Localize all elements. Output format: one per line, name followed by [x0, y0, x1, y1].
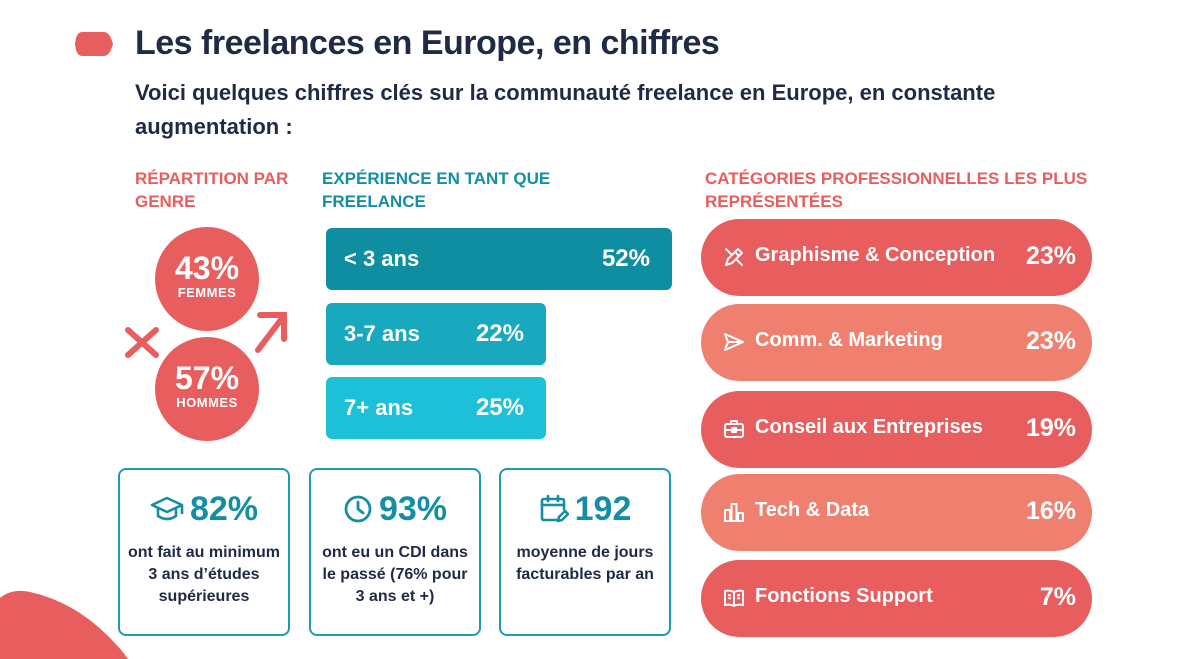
category-tech: Tech & Data 16%	[701, 474, 1092, 551]
category-value: 16%	[1025, 497, 1076, 525]
send-icon	[724, 333, 744, 351]
categories-heading: CATÉGORIES PROFESSIONNELLES LES PLUS REP…	[705, 169, 1088, 211]
experience-heading: EXPÉRIENCE EN TANT QUE FREELANCE	[322, 169, 551, 211]
hommes-label: HOMMES	[176, 395, 238, 410]
gender-symbols-icon	[125, 312, 287, 358]
stat-card-jours: 192 moyenne de jours facturables par an	[499, 468, 671, 636]
page-title: Les freelances en Europe, en chiffres	[135, 24, 720, 62]
category-label: Graphisme & Conception	[755, 244, 996, 266]
category-label: Tech & Data	[755, 499, 870, 521]
experience-bar-lt3: < 3 ans 52%	[326, 228, 672, 290]
graduation-cap-icon	[150, 496, 184, 521]
stat-value: 82%	[189, 490, 259, 528]
category-value: 23%	[1025, 242, 1076, 270]
experience-bar-label: 3-7 ans	[344, 321, 420, 346]
hommes-percent: 57%	[174, 360, 240, 396]
briefcase-icon	[724, 420, 744, 438]
experience-bar-value: 22%	[475, 320, 524, 347]
stat-card-education: 82% ont fait au minimum 3 ans d’études s…	[118, 468, 290, 636]
bar-chart-icon	[724, 503, 744, 522]
stat-description: moyenne de jours facturables par an	[516, 544, 654, 583]
experience-bar-label: 7+ ans	[344, 395, 414, 420]
book-icon	[724, 589, 744, 607]
femmes-label: FEMMES	[177, 285, 237, 300]
clock-icon	[344, 495, 372, 523]
femmes-circle: 43% FEMMES	[155, 227, 259, 331]
experience-bar-label: < 3 ans	[344, 246, 420, 271]
experience-bar-3to7: 3-7 ans 22%	[326, 303, 546, 365]
category-label: Comm. & Marketing	[755, 329, 943, 351]
experience-bar-7plus: 7+ ans 25%	[326, 377, 546, 439]
category-support: Fonctions Support 7%	[701, 560, 1092, 637]
page-subtitle: Voici quelques chiffres clés sur la comm…	[135, 80, 996, 139]
category-conseil: Conseil aux Entreprises 19%	[701, 391, 1092, 468]
title-bullet-shape	[75, 32, 113, 56]
stat-value: 192	[574, 490, 632, 528]
decorative-corner-shape	[0, 590, 128, 659]
femmes-percent: 43%	[174, 250, 240, 286]
category-label: Conseil aux Entreprises	[755, 416, 983, 438]
calendar-edit-icon	[540, 494, 569, 523]
category-label: Fonctions Support	[755, 585, 933, 607]
category-marketing: Comm. & Marketing 23%	[701, 304, 1092, 381]
hommes-circle: 57% HOMMES	[155, 337, 259, 441]
stat-description: ont eu un CDI dans le passé (76% pour 3 …	[322, 544, 468, 605]
experience-bar-value: 52%	[601, 245, 650, 272]
experience-bar-value: 25%	[475, 394, 524, 421]
stat-card-cdi: 93% ont eu un CDI dans le passé (76% pou…	[309, 468, 481, 636]
pen-tool-icon	[725, 248, 743, 266]
category-value: 23%	[1025, 327, 1076, 355]
stat-description: ont fait au minimum 3 ans d’études supér…	[128, 544, 280, 605]
stat-value: 93%	[378, 490, 448, 528]
category-value: 19%	[1025, 414, 1076, 442]
category-value: 7%	[1039, 583, 1076, 611]
category-graphisme: Graphisme & Conception 23%	[701, 219, 1092, 296]
gender-heading: RÉPARTITION PAR GENRE	[135, 169, 289, 211]
